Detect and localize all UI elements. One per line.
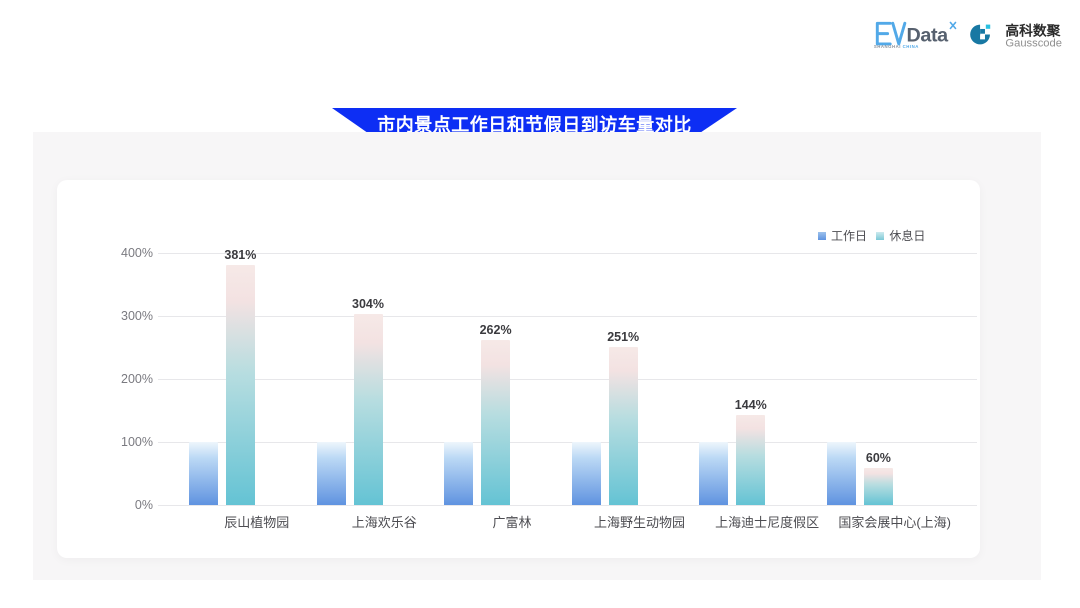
svg-text:Data: Data (907, 24, 950, 46)
svg-text:高科数聚: 高科数聚 (1005, 22, 1060, 38)
svg-text:Gausscode: Gausscode (1005, 38, 1062, 50)
svg-text:SHANGHAI CHINA: SHANGHAI CHINA (874, 44, 919, 49)
